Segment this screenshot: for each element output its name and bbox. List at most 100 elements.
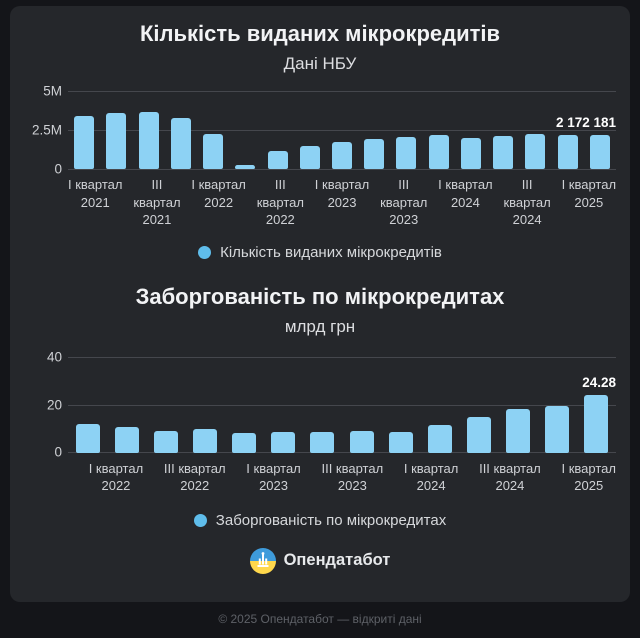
bar-slot: [185, 358, 224, 453]
gridline: 40: [47, 350, 616, 365]
bar: [170, 118, 191, 169]
x-axis-tick-label: [301, 460, 322, 495]
bar: [271, 431, 296, 453]
bars-group: [68, 91, 616, 169]
microcredits-chart-subtitle: Дані НБУ: [283, 54, 357, 73]
bar-slot: [326, 91, 358, 169]
legend-dot-icon: [198, 245, 212, 259]
x-axis-tick-label: ІІІ квартал 2024: [479, 460, 541, 495]
x-axis-tick-label: [493, 176, 504, 229]
bar: [466, 416, 491, 453]
x-axis-tick-label: ІІІ квартал 2022: [164, 460, 226, 495]
y-axis-tick-label: 2.5M: [31, 122, 62, 137]
bar-slot: [294, 91, 326, 169]
x-axis-tick-label: [369, 176, 380, 229]
x-tick-line: квартал: [133, 194, 181, 210]
x-axis-tick-label: [181, 176, 192, 229]
bar-slot: [358, 91, 390, 169]
x-axis-tick-label: [143, 460, 164, 495]
x-axis-tick-label: ІІІ квартал 2023: [321, 460, 383, 495]
bar-slot: [552, 91, 584, 169]
x-axis-tick-label: ІІІ квартал 2021: [133, 176, 180, 229]
x-axis-tick-label: І квартал 2025: [562, 176, 616, 229]
x-tick-line: 2023: [259, 478, 288, 494]
x-axis-tick-label: [551, 176, 562, 229]
x-tick-line: 2022: [101, 478, 131, 494]
debt-legend-label: Заборгованість по мікрокредитах: [215, 511, 447, 529]
gridline: 5M: [43, 83, 616, 98]
x-axis-tick-label: І квартал 2021: [68, 176, 122, 229]
x-axis-tick-label: [226, 460, 247, 495]
x-tick-line: 2025: [574, 478, 604, 494]
x-tick-line: ІІІ: [274, 177, 286, 192]
bar: [428, 135, 449, 169]
bar-slot: [577, 358, 616, 453]
bar-slot: [342, 358, 381, 453]
x-tick-line: ІІІ: [521, 177, 533, 192]
x-tick-line: 2024: [450, 194, 480, 210]
x-axis-tick-label: І квартал 2023: [246, 460, 300, 495]
bar-slot: [197, 91, 229, 169]
bar-slot: [423, 91, 455, 169]
y-axis-tick-label: 5M: [43, 83, 62, 98]
bar: [493, 136, 514, 169]
bar-slot: [264, 358, 303, 453]
infographic-card: Кількість виданих мікрокредитів Дані НБУ…: [10, 6, 630, 602]
bar: [460, 138, 481, 169]
x-tick-line: 2022: [180, 478, 210, 494]
plot-area: 40 20 0 24.28: [47, 350, 616, 460]
x-tick-line: 2021: [142, 212, 172, 228]
bar-slot: [68, 358, 107, 453]
x-axis-tick-label: І квартал 2024: [404, 460, 458, 495]
bar: [506, 408, 531, 453]
bar: [114, 426, 139, 453]
microcredits-legend-label: Кількість виданих мікрокредитів: [220, 243, 442, 261]
bar-slot: [519, 91, 551, 169]
bar: [267, 151, 288, 169]
x-tick-line: І квартал: [438, 177, 493, 192]
bar-slot: [538, 358, 577, 453]
bar: [75, 423, 100, 453]
x-axis-tick-label: [246, 176, 257, 229]
microcredits-legend: Кількість виданих мікрокредитів: [18, 244, 622, 261]
bar: [545, 405, 570, 453]
opendatabot-logo-icon: [249, 547, 276, 574]
x-axis-tick-label: [383, 460, 404, 495]
gridline: 0: [54, 445, 616, 460]
bar: [349, 430, 374, 453]
brand-name: Опендатабот: [283, 551, 391, 570]
y-axis-tick-label: 20: [46, 397, 62, 413]
bar-slot: [146, 358, 185, 453]
x-tick-line: І квартал: [68, 177, 123, 192]
bar: [310, 431, 335, 453]
x-tick-line: ІІІ: [151, 177, 163, 192]
x-axis-tick-label: [68, 460, 89, 495]
x-axis-tick-label: [304, 176, 315, 229]
x-axis-labels: І квартал 2021 ІІІ квартал 2021 І квартал 2022…: [68, 176, 616, 229]
y-axis-tick-label: 40: [46, 349, 62, 365]
x-tick-line: 2024: [416, 478, 446, 494]
microcredits-chart-title: Кількість виданих мікрокредитів: [139, 21, 501, 46]
x-tick-line: І квартал: [561, 460, 616, 476]
bar-value-label: 2 172 181: [555, 115, 616, 130]
bar: [589, 135, 610, 169]
bar: [396, 137, 417, 169]
x-axis-labels: І квартал 2022 ІІІ квартал 2022 І квартал 202…: [68, 460, 616, 495]
bar-slot: [455, 91, 487, 169]
bar: [235, 165, 256, 169]
bar-slot: [584, 91, 616, 169]
x-tick-line: ІІІ квартал: [321, 460, 384, 476]
x-tick-line: ІІІ квартал: [479, 460, 541, 476]
x-axis-tick-label: І квартал 2022: [191, 176, 245, 229]
bar: [364, 139, 385, 169]
x-tick-line: І квартал: [403, 460, 459, 476]
x-axis-tick-label: ІІІ квартал 2024: [503, 176, 550, 229]
copyright-footer: © 2025 Опендатабот — відкриті дані: [218, 612, 422, 626]
x-tick-line: квартал: [380, 194, 428, 210]
bar-slot: [165, 91, 197, 169]
bar-slot: [229, 91, 261, 169]
x-tick-line: 2025: [574, 194, 604, 210]
bar-slot: [459, 358, 498, 453]
bar: [299, 146, 320, 169]
x-tick-line: ІІІ квартал: [163, 460, 226, 476]
